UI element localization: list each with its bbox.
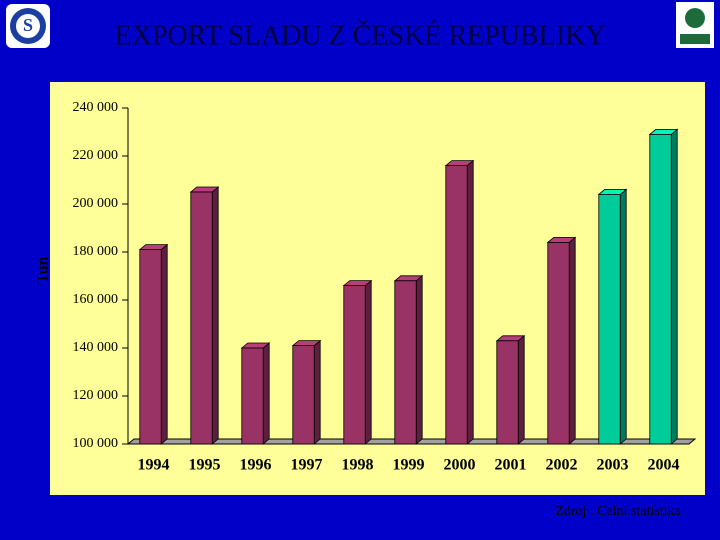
bar	[343, 285, 366, 445]
logo-right	[676, 2, 714, 48]
bar-side	[670, 128, 678, 445]
bar-side	[568, 236, 576, 445]
bar-side	[211, 186, 219, 445]
bar	[241, 347, 264, 445]
bar-side	[466, 159, 474, 445]
y-tick-label: 240 000	[73, 100, 119, 115]
logo-left: S	[6, 4, 50, 48]
bar-side	[364, 279, 372, 445]
x-tick-label: 2001	[495, 457, 527, 474]
bar-side	[415, 274, 423, 445]
y-axis-label: Tun	[35, 256, 52, 283]
bar	[394, 280, 417, 445]
y-tick-label: 220 000	[73, 148, 119, 163]
x-tick-label: 1994	[138, 457, 170, 474]
x-tick-label: 1998	[342, 457, 374, 474]
bar	[139, 249, 162, 445]
source-note: Zdroj : Celní statistika	[555, 504, 681, 519]
bar-side	[160, 243, 168, 445]
bar	[649, 133, 672, 445]
y-tick-label: 180 000	[73, 244, 119, 259]
y-tick-label: 140 000	[73, 340, 119, 355]
bar	[496, 340, 519, 445]
x-tick-label: 2004	[648, 457, 680, 474]
x-tick-label: 1995	[189, 457, 221, 474]
x-tick-label: 1999	[393, 457, 425, 474]
chart-title: EXPORT SLADU Z ČESKÉ REPUBLIKY	[115, 20, 606, 51]
bar	[445, 165, 468, 445]
y-tick-label: 160 000	[73, 292, 119, 307]
bar	[190, 191, 213, 445]
x-tick-label: 2000	[444, 457, 476, 474]
bar-side	[619, 188, 627, 445]
bar-side	[313, 339, 321, 445]
bar	[598, 193, 621, 445]
bar-side	[517, 334, 525, 445]
y-tick-label: 120 000	[73, 388, 119, 403]
x-tick-label: 2003	[597, 457, 629, 474]
y-tick-label: 200 000	[73, 196, 119, 211]
bar-side	[262, 342, 270, 445]
x-tick-label: 2002	[546, 457, 578, 474]
x-tick-label: 1996	[240, 457, 272, 474]
svg-text:S: S	[23, 15, 33, 35]
x-tick-label: 1997	[291, 457, 323, 474]
bar	[547, 241, 570, 445]
bar	[292, 345, 315, 445]
y-tick-label: 100 000	[73, 436, 119, 451]
